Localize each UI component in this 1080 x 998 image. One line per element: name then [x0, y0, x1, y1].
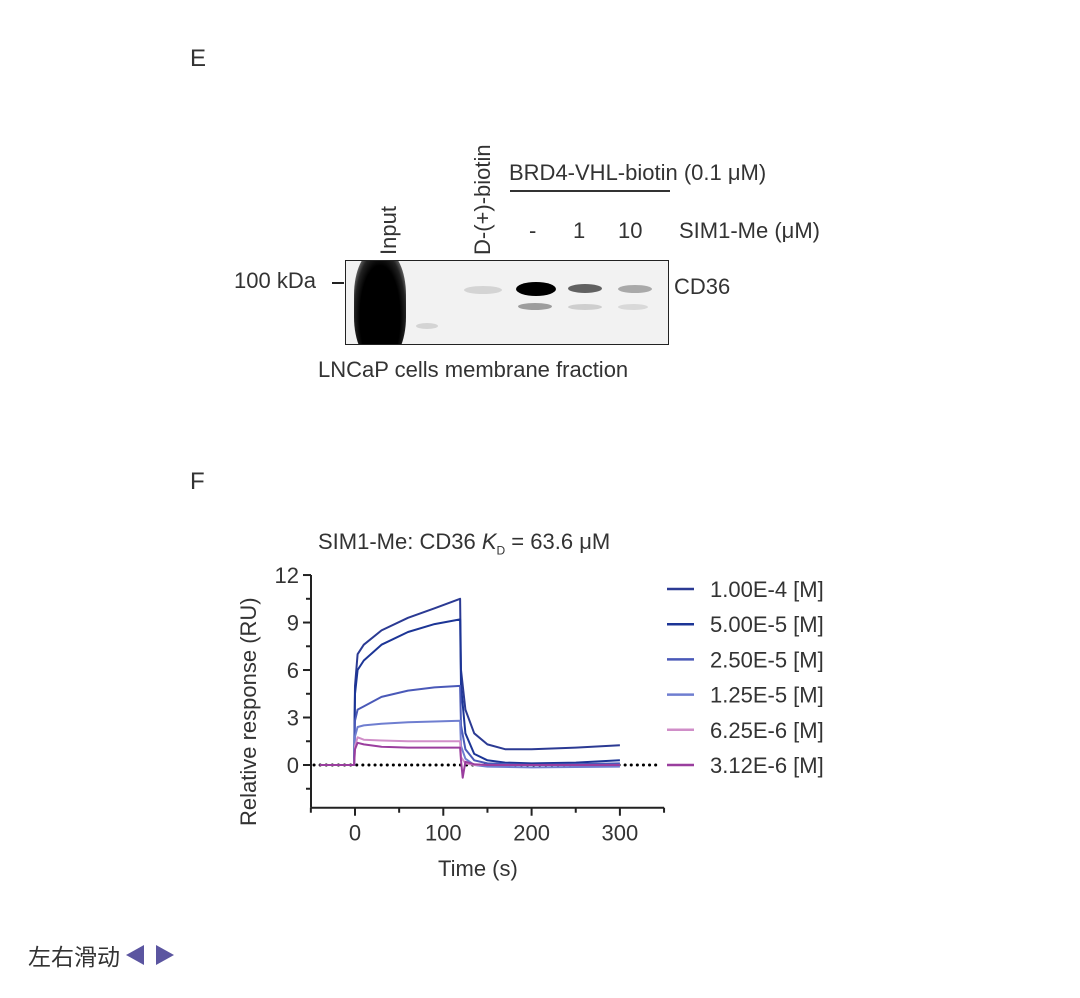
bracket-line: [510, 190, 670, 192]
chart-title-sub: D: [496, 543, 506, 558]
lane-1-band: [568, 284, 602, 293]
y-tick-label: 12: [275, 563, 299, 588]
series-line-1: [319, 618, 620, 766]
chart-title: SIM1-Me: CD36 KD = 63.6 μM: [318, 529, 610, 557]
y-tick-label: 9: [287, 611, 299, 636]
y-axis-label: Relative response (RU): [236, 597, 261, 826]
chart-axes: 0 3 6 9 12 0 100 200 300: [275, 563, 666, 846]
swipe-nav: 左右滑动: [28, 938, 174, 972]
series-line-3: [319, 719, 620, 769]
lane-10-lower-band: [618, 304, 648, 310]
panel-e-label: E: [190, 45, 207, 72]
x-tick-label: 300: [602, 821, 639, 846]
faint-band: [416, 323, 438, 329]
chart-legend: 1.00E-4 [M] 5.00E-5 [M] 2.50E-5 [M] 1.25E-5…: [667, 577, 824, 778]
x-tick-label: 200: [513, 821, 550, 846]
legend-label-0: 1.00E-4 [M]: [710, 577, 824, 602]
lane-minus-band: [516, 282, 556, 296]
legend-label-1: 5.00E-5 [M]: [710, 612, 824, 637]
chart-title-k: K: [481, 529, 497, 554]
band-label-cd36: CD36: [674, 274, 731, 299]
panel-f-label: F: [190, 468, 205, 495]
biotin-lane-band: [464, 286, 502, 294]
lane-minus-lower-band: [518, 303, 552, 310]
input-lane-band: [354, 261, 406, 344]
y-tick-label: 6: [287, 658, 299, 683]
lane-1-lower-band: [568, 304, 602, 310]
blot-caption: LNCaP cells membrane fraction: [318, 357, 629, 382]
series-line-0: [319, 597, 620, 766]
legend-label-2: 2.50E-5 [M]: [710, 647, 824, 672]
chart-title-suffix: = 63.6 μM: [505, 529, 611, 554]
x-axis-label: Time (s): [438, 856, 518, 881]
swipe-hint-text: 左右滑动: [28, 945, 120, 971]
marker-tick: [332, 282, 344, 284]
x-tick-label: 0: [349, 821, 361, 846]
series-line-5: [319, 741, 620, 779]
marker-label: 100 kDa: [234, 268, 316, 293]
triangle-right-icon[interactable]: [156, 945, 174, 965]
legend-label-3: 1.25E-5 [M]: [710, 683, 824, 708]
conc-unit-label: SIM1-Me (μM): [679, 218, 821, 243]
conc-label-1: 1: [573, 218, 586, 243]
western-blot-image: [345, 260, 669, 345]
x-tick-label: 100: [425, 821, 462, 846]
conc-label-0: -: [529, 218, 537, 243]
triangle-left-icon[interactable]: [126, 945, 144, 965]
legend-label-5: 3.12E-6 [M]: [710, 753, 824, 778]
y-tick-label: 3: [287, 706, 299, 731]
legend-label-4: 6.25E-6 [M]: [710, 718, 824, 743]
plot-area: [312, 597, 662, 779]
lane-10-band: [618, 285, 652, 293]
series-line-2: [319, 684, 620, 766]
conc-label-2: 10: [618, 218, 643, 243]
y-tick-label: 0: [287, 753, 299, 778]
chart-title-prefix: SIM1-Me: CD36: [318, 529, 482, 554]
bracket-label: BRD4-VHL-biotin (0.1 μM): [509, 160, 767, 185]
